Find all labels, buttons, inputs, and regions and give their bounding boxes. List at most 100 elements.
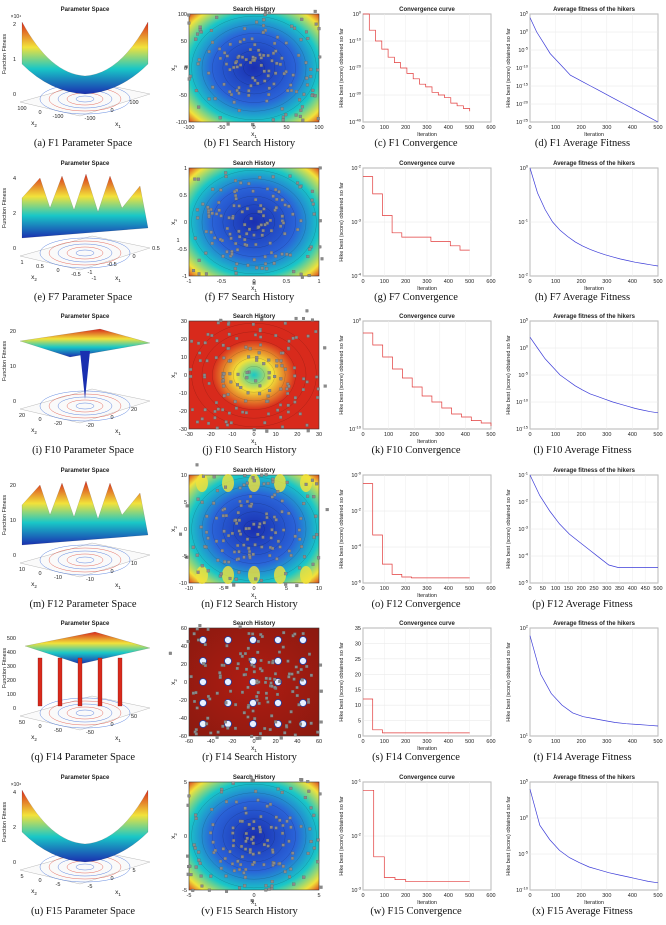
surface-spike <box>58 658 62 706</box>
hiker-marker <box>247 355 250 358</box>
hiker-marker <box>244 652 247 655</box>
hiker-marker <box>279 388 282 391</box>
hiker-marker <box>230 93 233 96</box>
y-tick-label: 20 <box>180 662 186 668</box>
hiker-marker <box>239 863 242 866</box>
hiker-marker <box>237 229 240 232</box>
hiker-marker <box>256 691 259 694</box>
hiker-marker <box>216 489 219 492</box>
hiker-marker <box>211 840 214 843</box>
hiker-marker <box>254 789 257 792</box>
hiker-marker <box>193 846 196 849</box>
hiker-marker <box>279 359 282 362</box>
chart-title: Parameter Space <box>61 775 110 781</box>
hiker-marker <box>288 253 291 256</box>
hiker-marker <box>188 864 191 867</box>
hiker-marker <box>194 817 197 820</box>
hiker-marker <box>251 552 254 555</box>
hiker-marker <box>271 850 274 853</box>
hiker-marker <box>257 525 260 528</box>
x-tick-label: 300 <box>602 279 611 285</box>
hiker-marker <box>288 816 291 819</box>
x-tick-label: 0 <box>528 739 531 745</box>
hiker-marker <box>295 336 298 339</box>
chart-title: Parameter Space <box>61 314 110 320</box>
hiker-marker <box>235 337 238 340</box>
hiker-marker <box>232 204 235 207</box>
hiker-marker <box>228 68 231 71</box>
x-tick-label: 500 <box>653 586 662 592</box>
hiker-marker <box>286 411 289 414</box>
hiker-marker <box>255 21 258 24</box>
x-tick-label: -1 <box>186 279 191 285</box>
x-tick-label: 100 <box>551 432 560 438</box>
hiker-marker <box>283 870 286 873</box>
panel-caption: (w) F15 Convergence <box>333 906 499 917</box>
hiker-marker <box>240 819 243 822</box>
hiker-marker <box>291 690 294 693</box>
x-tick-label: 500 <box>653 279 662 285</box>
y-tick-label: 10-10 <box>516 64 529 73</box>
hiker-marker <box>207 50 210 53</box>
hiker-marker <box>270 528 273 531</box>
y-tick-label: 10-3 <box>351 217 361 226</box>
y-tick-label: 10-1 <box>518 217 528 226</box>
hiker-marker <box>258 737 261 740</box>
hiker-marker <box>235 800 238 803</box>
hiker-marker <box>286 404 289 407</box>
hiker-marker <box>270 685 273 688</box>
x-tick-label: 500 <box>653 125 662 131</box>
hiker-marker <box>210 211 213 214</box>
hiker-marker <box>271 175 274 178</box>
hiker-marker <box>257 702 260 705</box>
hiker-marker <box>251 56 254 59</box>
y-tick-label: 1 <box>20 260 23 266</box>
hiker-marker <box>224 171 227 174</box>
hiker-marker <box>293 375 296 378</box>
x-tick-label: 600 <box>486 739 495 745</box>
y-tick-label: -60 <box>179 734 187 740</box>
x-tick-label: 250 <box>589 586 598 592</box>
y-tick-label: -30 <box>179 427 187 433</box>
y-tick-label: 10-2 <box>518 497 528 506</box>
y-tick-label: 100 <box>353 10 362 19</box>
hiker-marker <box>278 545 281 548</box>
hiker-marker <box>203 374 206 377</box>
x-tick-label: 20 <box>131 407 137 413</box>
y-tick-label: 10 <box>19 567 25 573</box>
x-tick-label: 100 <box>551 586 560 592</box>
hiker-marker <box>189 375 192 378</box>
hiker-marker <box>235 262 238 265</box>
hiker-marker <box>311 89 314 92</box>
hiker-marker <box>313 10 316 13</box>
fitness-surface <box>22 174 148 238</box>
y-tick-label: 60 <box>180 626 186 632</box>
hiker-marker <box>260 635 263 638</box>
x-tick-label: 100 <box>384 432 393 438</box>
hiker-marker <box>222 385 225 388</box>
hiker-marker <box>288 721 291 724</box>
y-axis-label: Hike best (score) obtained so far <box>506 489 512 569</box>
hiker-marker <box>241 411 244 414</box>
hiker-marker <box>225 586 228 589</box>
hiker-marker <box>320 257 323 260</box>
hiker-marker <box>221 408 224 411</box>
hiker-marker <box>305 381 308 384</box>
x-tick-label: 400 <box>444 125 453 131</box>
hiker-marker <box>294 317 297 320</box>
contour-peak <box>274 474 286 492</box>
hiker-marker <box>259 659 262 662</box>
hiker-marker <box>209 230 212 233</box>
hiker-marker <box>309 722 312 725</box>
hiker-marker <box>231 826 234 829</box>
hiker-marker <box>228 43 231 46</box>
y-axis-label: x2 <box>170 832 178 838</box>
x-tick-label: 0 <box>110 722 113 728</box>
